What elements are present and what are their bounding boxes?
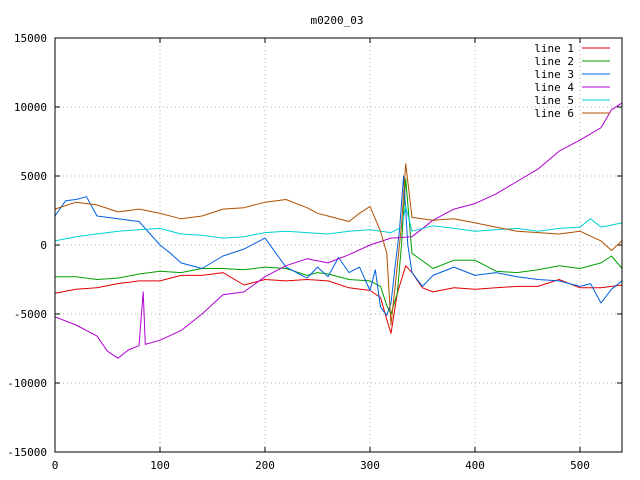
- series-line-3: [54, 175, 623, 316]
- legend-label: line 2: [534, 55, 574, 68]
- legend-label: line 1: [534, 42, 574, 55]
- y-tick-label: -5000: [14, 308, 47, 321]
- y-tick-label: 0: [40, 239, 47, 252]
- series-line-2: [55, 178, 623, 315]
- series-line-4: [54, 102, 623, 359]
- series-line-5: [54, 205, 623, 242]
- y-tick-label: 15000: [14, 32, 47, 45]
- y-tick-label: 10000: [14, 101, 47, 114]
- x-tick-label: 0: [52, 459, 59, 472]
- y-tick-label: -10000: [7, 377, 47, 390]
- y-tick-label: -15000: [7, 446, 47, 459]
- x-tick-label: 200: [255, 459, 275, 472]
- grid: [55, 38, 622, 452]
- axis-ticks: 0 100 200 300 400 500 -15000 -10000 -5000 0 5000 10…: [7, 32, 622, 472]
- legend-label: line 3: [534, 68, 574, 81]
- x-tick-label: 500: [570, 459, 590, 472]
- chart-title: m0200_03: [311, 14, 364, 27]
- series-line-6: [54, 163, 623, 326]
- plot-frame: [54, 37, 623, 453]
- y-tick-label: 5000: [21, 170, 48, 183]
- legend-label: line 4: [534, 81, 574, 94]
- x-tick-label: 400: [465, 459, 485, 472]
- x-tick-label: 100: [150, 459, 170, 472]
- series-line-1: [54, 265, 623, 334]
- series-lines: [54, 102, 623, 359]
- x-tick-label: 300: [360, 459, 380, 472]
- legend-label: line 5: [534, 94, 574, 107]
- legend-label: line 6: [534, 107, 574, 120]
